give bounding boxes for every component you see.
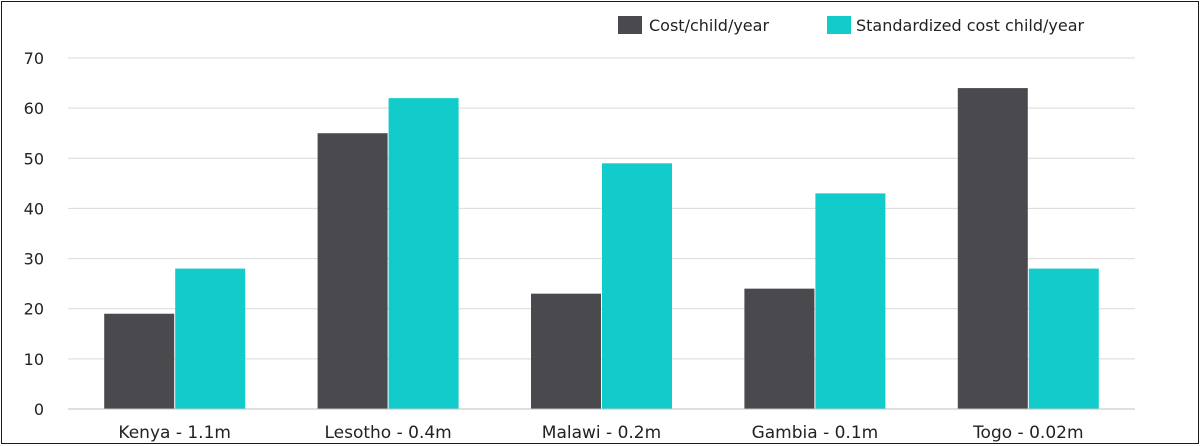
legend-swatch-0 xyxy=(618,16,642,34)
x-category-label-1: Lesotho - 0.4m xyxy=(324,423,451,443)
legend-label-1: Standardized cost child/year xyxy=(856,16,1084,35)
y-tick-label-10: 10 xyxy=(24,350,44,369)
bar-cost-4 xyxy=(957,88,1028,409)
bar-standardized-2 xyxy=(602,163,672,409)
x-category-label-4: Togo - 0.02m xyxy=(972,423,1083,443)
x-category-label-2: Malawi - 0.2m xyxy=(542,423,661,443)
bar-cost-2 xyxy=(531,293,601,409)
x-category-label-0: Kenya - 1.1m xyxy=(118,423,231,443)
bar-cost-3 xyxy=(744,288,815,409)
legend-label-0: Cost/child/year xyxy=(649,16,769,35)
y-tick-label-20: 20 xyxy=(24,300,44,319)
y-tick-label-30: 30 xyxy=(24,250,44,269)
y-tick-label-50: 50 xyxy=(24,149,44,168)
bar-standardized-0 xyxy=(175,268,246,409)
bar-standardized-1 xyxy=(388,98,459,409)
bar-cost-0 xyxy=(104,313,175,409)
legend-swatch-1 xyxy=(827,16,851,34)
y-tick-label-60: 60 xyxy=(24,99,44,118)
y-tick-label-40: 40 xyxy=(24,199,44,218)
y-tick-label-70: 70 xyxy=(24,49,44,68)
y-tick-label-0: 0 xyxy=(34,400,44,419)
bar-standardized-4 xyxy=(1028,268,1099,409)
bar-standardized-3 xyxy=(815,193,886,409)
bar-cost-1 xyxy=(317,133,388,409)
x-category-label-3: Gambia - 0.1m xyxy=(752,423,879,443)
